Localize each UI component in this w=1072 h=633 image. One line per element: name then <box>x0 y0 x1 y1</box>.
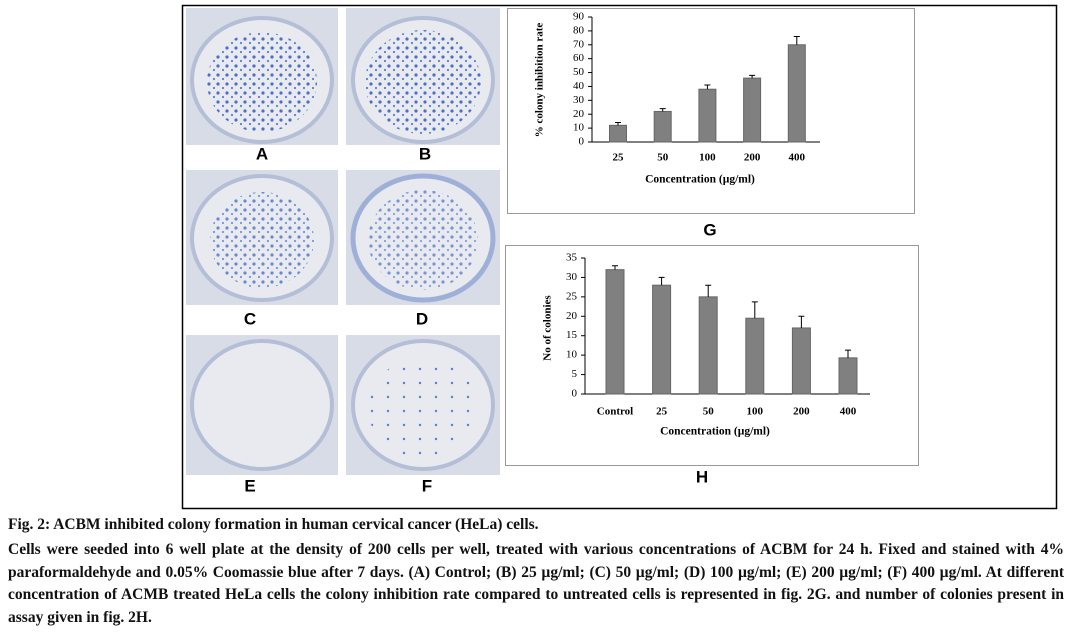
panel-label: H <box>696 467 708 486</box>
x-tick-label: 50 <box>703 406 715 418</box>
x-tick-label: 50 <box>657 152 669 164</box>
error-bar <box>751 301 758 319</box>
x-tick-label: 25 <box>656 406 668 418</box>
bar <box>605 269 625 395</box>
y-tick-label: 60 <box>573 52 585 64</box>
y-tick-label: 0 <box>572 388 578 400</box>
panel-label: C <box>244 309 256 328</box>
caption-text: Cells were seeded into 6 well plate at t… <box>8 541 1064 626</box>
y-tick-label: 0 <box>579 136 585 148</box>
bar <box>838 357 858 395</box>
bar <box>653 110 672 143</box>
panel-label: G <box>703 220 716 239</box>
error-bar <box>845 349 851 358</box>
y-tick-label: 30 <box>566 271 578 283</box>
photos <box>186 8 500 475</box>
bar <box>745 317 765 395</box>
x-tick-label: 100 <box>699 152 716 164</box>
chart-g-frame <box>507 8 915 214</box>
error-bar <box>704 84 711 90</box>
x-tick-label: 25 <box>613 152 625 164</box>
bar <box>652 284 672 395</box>
x-axis-label: Concentration (µg/ml) <box>645 174 755 186</box>
y-tick-label: 80 <box>573 24 585 36</box>
panel-label: B <box>419 144 431 163</box>
error-bar <box>612 265 618 270</box>
error-bar <box>615 122 621 126</box>
x-axis-label: Concentration (µg/ml) <box>660 426 770 438</box>
y-axis-label: % colony inhibition rate <box>534 23 546 138</box>
bar <box>743 77 762 143</box>
bar <box>787 44 806 143</box>
y-tick-label: 40 <box>573 80 585 92</box>
figure-frame <box>181 4 1058 510</box>
error-bar <box>798 315 805 328</box>
y-tick-label: 15 <box>566 329 578 341</box>
x-tick-label: 100 <box>747 406 764 418</box>
panel-label: A <box>256 144 268 163</box>
bar <box>791 327 811 395</box>
bar <box>698 296 718 395</box>
y-tick-label: 20 <box>573 108 585 120</box>
panel-label: F <box>422 476 432 495</box>
y-tick-label: 35 <box>566 252 578 264</box>
bar <box>698 88 717 143</box>
x-tick-label: 200 <box>744 152 761 164</box>
panel-label: E <box>244 476 255 495</box>
x-tick-label: 200 <box>793 406 810 418</box>
y-tick-label: 70 <box>573 38 585 50</box>
y-tick-label: 10 <box>573 122 585 134</box>
x-tick-label: 400 <box>840 406 857 418</box>
y-tick-label: 10 <box>566 349 578 361</box>
x-tick-label: Control <box>597 406 633 418</box>
x-tick-label: 400 <box>789 152 806 164</box>
y-tick-label: 90 <box>573 11 585 23</box>
error-bar <box>658 276 665 286</box>
error-bar <box>749 74 756 79</box>
error-bar <box>705 284 712 297</box>
panel-label: D <box>416 309 428 328</box>
error-bar <box>793 35 800 45</box>
y-axis-label: No of colonies <box>542 295 554 361</box>
y-tick-label: 25 <box>566 290 578 302</box>
y-tick-label: 50 <box>573 66 585 78</box>
y-tick-label: 20 <box>566 310 578 322</box>
y-tick-label: 30 <box>573 94 585 106</box>
bar <box>609 124 627 143</box>
caption-title: Fig. 2: ACBM inhibited colony formation … <box>8 516 539 533</box>
y-tick-label: 5 <box>572 368 578 380</box>
error-bar <box>659 108 666 112</box>
chart-h-frame <box>505 245 919 466</box>
